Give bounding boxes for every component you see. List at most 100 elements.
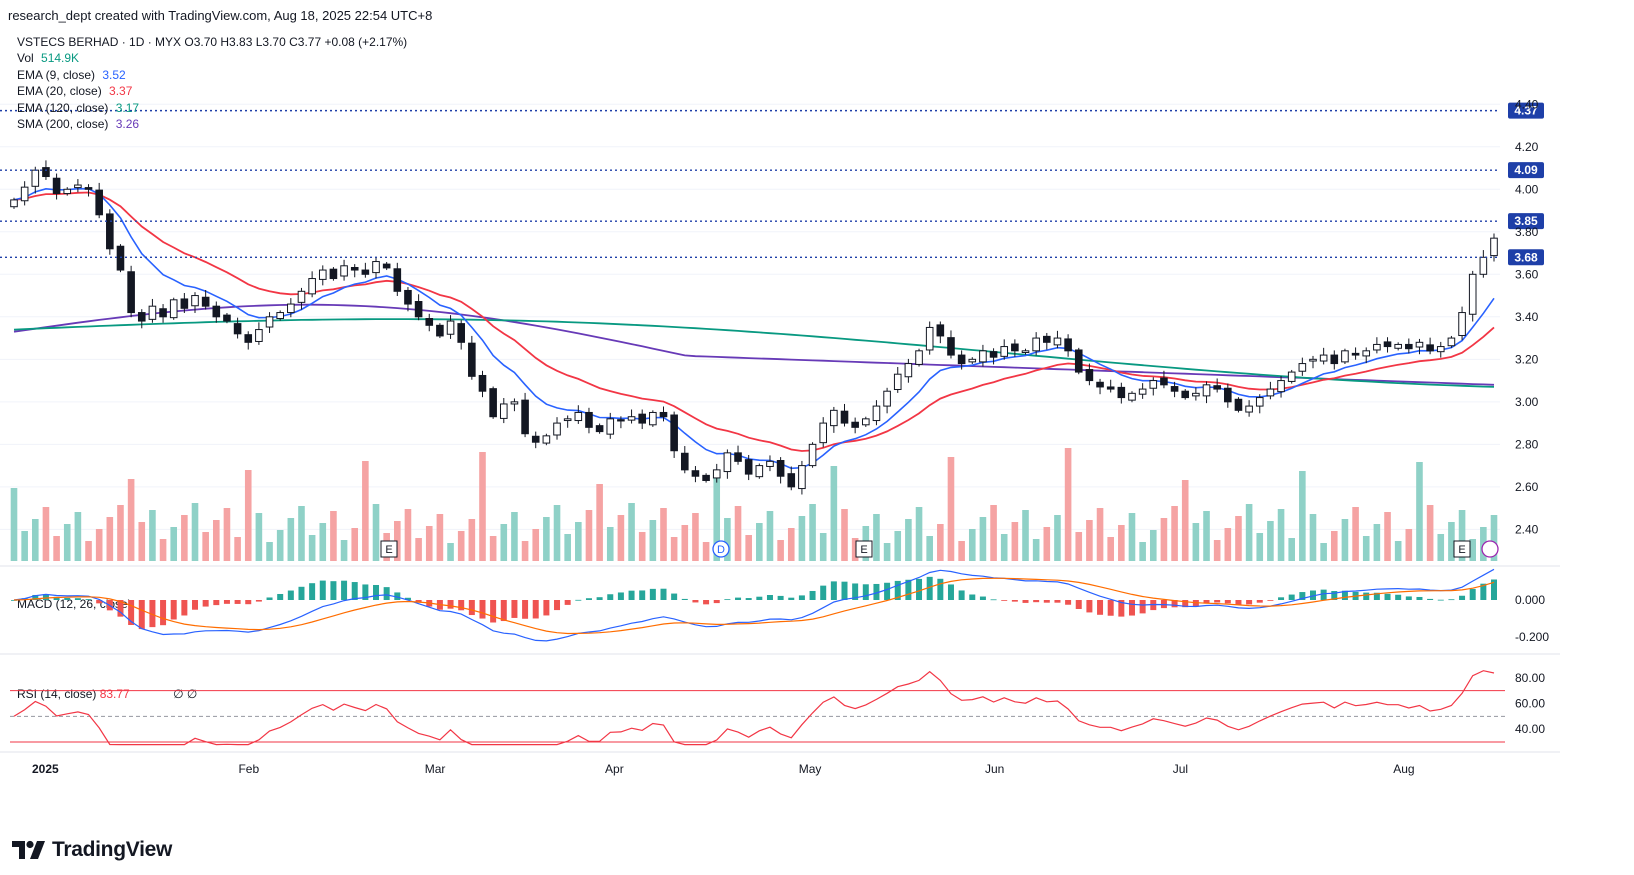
candle-body (255, 329, 263, 342)
macd-histogram-bar (1097, 600, 1104, 615)
candle-body (169, 299, 178, 319)
volume-bar (468, 519, 476, 561)
price-tick-label: 4.40 (1515, 97, 1539, 111)
macd-histogram-bar (916, 578, 923, 600)
volume-bar (42, 507, 50, 561)
symbol-line[interactable]: VSTECS BERHAD · 1D · MYX O3.70 H3.83 L3.… (17, 35, 408, 49)
candle-body (1479, 256, 1488, 275)
dividend-marker (712, 540, 730, 558)
candle-body (691, 470, 700, 477)
volume-bar (1469, 539, 1477, 561)
volume-bar (915, 507, 923, 561)
candle-body (893, 373, 902, 391)
candle-body (1000, 346, 1009, 357)
candle-body (1383, 341, 1392, 348)
flash-marker (1481, 540, 1499, 558)
macd-histogram-bar (1256, 600, 1263, 603)
volume-bar (202, 532, 209, 561)
volume-bar (1086, 520, 1093, 561)
macd-histogram-bar (287, 590, 294, 600)
ema120-legend[interactable]: EMA (120, close) 3.17 (17, 100, 407, 116)
candle-body (606, 418, 615, 435)
macd-histogram-bar (926, 576, 933, 600)
candle-body (1426, 344, 1434, 352)
level-price-tag (1508, 102, 1544, 119)
macd-histogram-bar (1022, 600, 1029, 603)
macd-histogram-bar (1320, 589, 1327, 600)
volume-bar (244, 470, 252, 561)
volume-bar (415, 538, 422, 561)
volume-bar (330, 511, 337, 561)
price-tick-label: 4.00 (1515, 182, 1539, 196)
sma200-value: 3.26 (115, 117, 140, 132)
ema9-legend[interactable]: EMA (9, close) 3.52 (17, 67, 407, 83)
volume-bar (21, 531, 28, 561)
candle-body (1064, 338, 1072, 352)
candle-body (1245, 405, 1253, 413)
macd-histogram-bar (1107, 600, 1114, 616)
volume-bar (1490, 515, 1498, 561)
volume-bar (596, 484, 603, 561)
macd-histogram-bar (1235, 600, 1242, 605)
sma200-line (13, 303, 1495, 386)
macd-histogram-bar (1043, 600, 1050, 603)
candle-body (116, 245, 125, 271)
ema120-line (13, 318, 1495, 388)
macd-histogram-bar (532, 600, 539, 619)
macd-histogram-bar (969, 594, 976, 600)
candle-body (1351, 352, 1360, 356)
volume-bar (1118, 525, 1125, 561)
time-axis-label: May (799, 762, 822, 776)
volume-bar (340, 540, 348, 561)
volume-bar (1437, 534, 1445, 561)
tradingview-logo[interactable]: TradingView (12, 838, 172, 862)
macd-histogram-bar (607, 594, 614, 600)
macd-histogram-bar (42, 594, 49, 600)
volume-legend[interactable]: Vol 514.9K (17, 50, 407, 66)
candle-body (425, 318, 434, 326)
indicator-panes (0, 565, 1560, 753)
level-price-label: 4.09 (1514, 163, 1538, 177)
sma200-legend[interactable]: SMA (200, close) 3.26 (17, 116, 407, 132)
ema20-value: 3.37 (109, 84, 133, 99)
candle-body (329, 268, 338, 280)
volume-bar (724, 518, 731, 561)
volume-bar (1299, 471, 1306, 561)
volume-bar (117, 505, 124, 561)
candle-body (617, 419, 625, 422)
candle-body (1106, 386, 1115, 390)
candle-body (595, 425, 604, 433)
macd-histogram-bar (894, 580, 901, 600)
macd-histogram-bar (415, 600, 422, 603)
volume-bar (191, 503, 199, 561)
price-tick-label: 2.40 (1515, 522, 1539, 536)
candle-body (840, 410, 849, 424)
volume-bar (74, 512, 82, 561)
macd-histogram-bar (511, 600, 518, 618)
volume-bar (851, 538, 859, 561)
macd-histogram-bar (341, 580, 348, 600)
candle-body (1362, 350, 1371, 357)
price-axis: 4.37 4.09 3.85 3.68 4.40 4.20 4.00 3.80 3.60 3.40… (1508, 97, 1549, 736)
candle-body (574, 411, 583, 422)
candle-body (159, 308, 167, 318)
candle-body (489, 388, 497, 418)
macd-histogram-bar (1011, 600, 1018, 602)
macd-histogram-bar (319, 580, 326, 600)
volume-bar (947, 457, 955, 561)
macd-histogram-bar (841, 581, 848, 600)
candle-body (585, 411, 593, 428)
volume-bar (1022, 510, 1029, 561)
ema20-legend[interactable]: EMA (20, close) 3.37 (17, 83, 407, 99)
macd-histogram-bar (1267, 600, 1274, 601)
candle-body (1234, 398, 1243, 411)
volume-bar (298, 506, 305, 561)
volume-bar (532, 529, 540, 561)
macd-histogram-bar (1341, 590, 1348, 600)
macd-legend[interactable]: MACD (12, 26, close) (17, 597, 132, 611)
candle-body (659, 411, 668, 418)
macd-histogram-bar (1459, 595, 1466, 600)
volume-bar (543, 517, 550, 561)
candle-body (670, 414, 678, 452)
